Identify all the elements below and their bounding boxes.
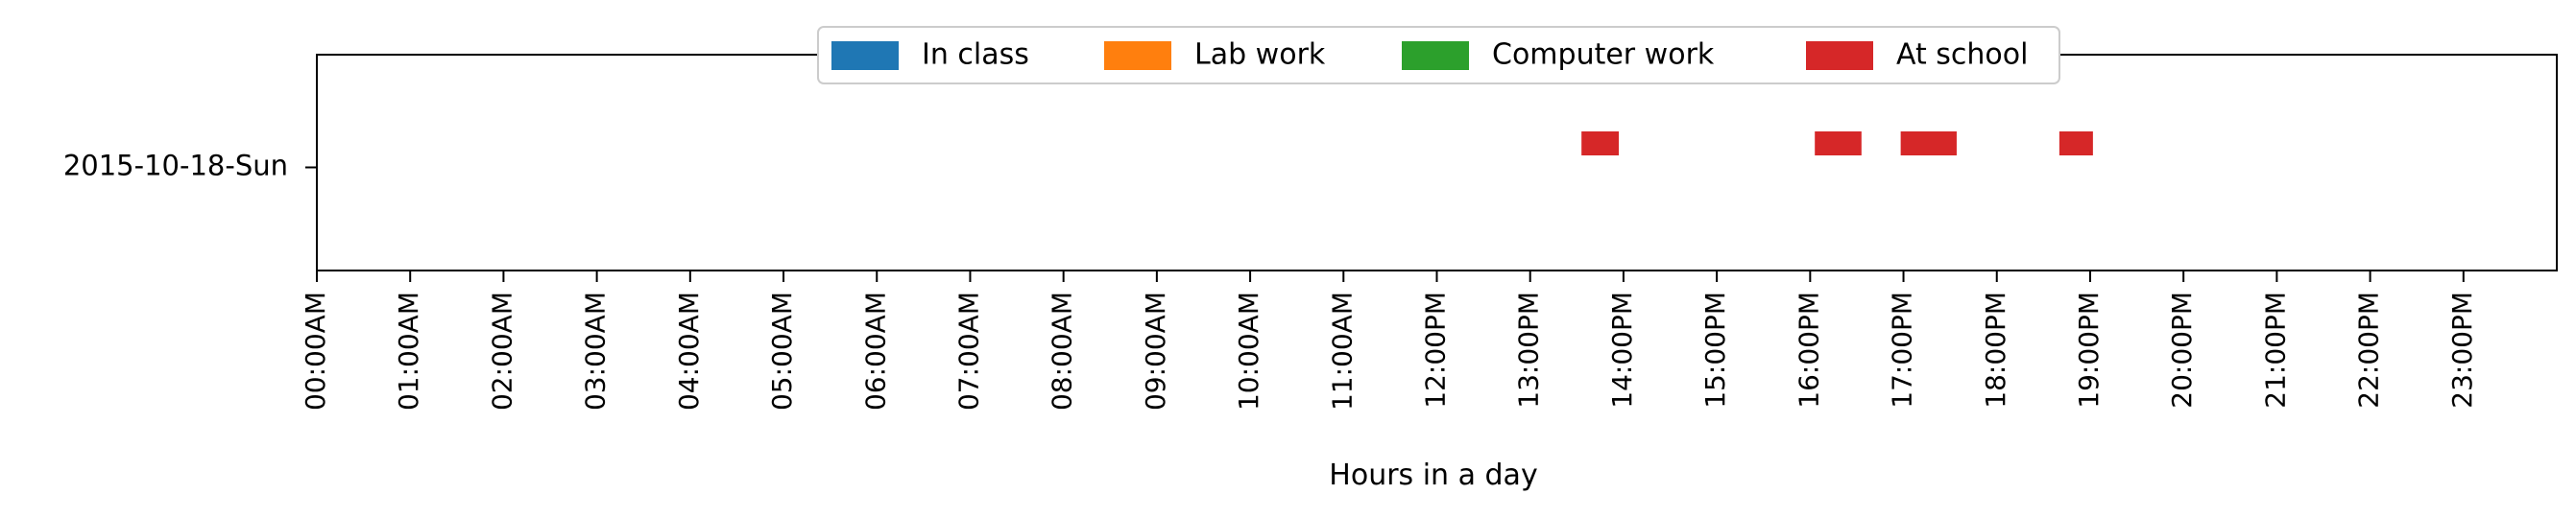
legend-swatch — [831, 41, 899, 70]
x-tick-label: 19:00PM — [2073, 292, 2105, 409]
x-tick-label: 22:00PM — [2353, 292, 2385, 409]
legend-label: Lab work — [1194, 38, 1326, 72]
x-tick-label: 06:00AM — [859, 292, 891, 411]
interval-bar — [1581, 131, 1620, 155]
legend-swatch — [1402, 41, 1469, 70]
interval-bar — [1900, 131, 1957, 155]
x-tick-label: 10:00AM — [1233, 292, 1264, 411]
x-tick-label: 17:00PM — [1887, 292, 1918, 409]
x-axis: 00:00AM 01:00AM 02:00AM 03:00AM 04:00AM 05:00… — [300, 271, 2478, 411]
plot-area — [316, 54, 2558, 271]
x-tick-label: 11:00AM — [1326, 292, 1358, 411]
legend-label: Computer work — [1492, 38, 1715, 72]
y-axis: 2015-10-18-Sun — [63, 150, 317, 182]
x-tick-label: 23:00PM — [2446, 292, 2478, 409]
x-tick-label: 15:00PM — [1699, 292, 1731, 409]
x-tick-label: 04:00AM — [673, 292, 705, 411]
x-tick-label: 20:00PM — [2166, 292, 2198, 409]
interval-bar — [1815, 131, 1862, 155]
x-tick-label: 08:00AM — [1047, 292, 1078, 411]
legend-swatch — [1104, 41, 1171, 70]
x-tick-label: 00:00AM — [300, 292, 331, 411]
x-tick-label: 14:00PM — [1606, 292, 1638, 409]
x-tick-label: 05:00AM — [766, 292, 798, 411]
y-tick-label: 2015-10-18-Sun — [63, 150, 288, 182]
x-tick-label: 12:00PM — [1420, 292, 1452, 409]
x-tick-label: 21:00PM — [2259, 292, 2291, 409]
bars-layer — [1581, 131, 2093, 155]
x-tick-label: 18:00PM — [1980, 292, 2011, 409]
legend-swatch — [1806, 41, 1873, 70]
x-tick-label: 02:00AM — [486, 292, 518, 411]
x-tick-label: 16:00PM — [1793, 292, 1824, 409]
x-axis-label: Hours in a day — [1329, 459, 1537, 492]
x-tick-label: 03:00AM — [580, 292, 612, 411]
legend-label: At school — [1896, 38, 2028, 72]
plot-border — [316, 54, 2558, 271]
x-tick-label: 13:00PM — [1513, 292, 1545, 409]
x-tick-label: 07:00AM — [952, 292, 984, 411]
x-tick-label: 01:00AM — [393, 292, 424, 411]
interval-bar — [2058, 131, 2093, 155]
legend-label: In class — [922, 38, 1029, 72]
x-tick-label: 09:00AM — [1140, 292, 1171, 411]
legend: In class Lab work Computer work At school — [817, 26, 2060, 84]
